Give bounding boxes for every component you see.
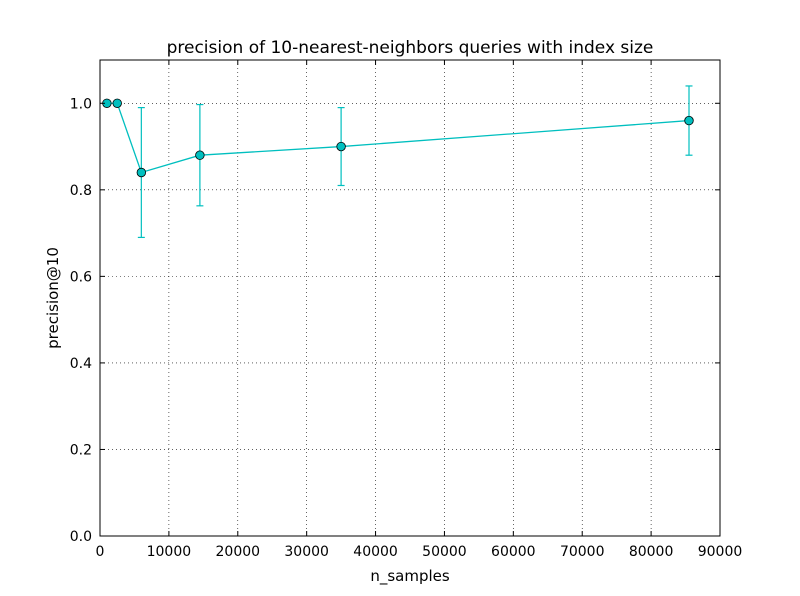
x-axis-label: n_samples xyxy=(370,567,450,586)
chart-title: precision of 10-nearest-neighbors querie… xyxy=(167,38,654,58)
grid xyxy=(100,60,720,536)
x-tick-label: 60000 xyxy=(491,544,536,560)
y-tick-label: 0.6 xyxy=(70,269,92,285)
y-tick-label: 0.0 xyxy=(70,529,92,545)
x-tick-label: 30000 xyxy=(284,544,329,560)
y-tick-label: 0.8 xyxy=(70,183,92,199)
y-tick-label: 1.0 xyxy=(70,96,92,112)
ticks: 0 10000 20000 30000 40000 50000 60000 70000 8000… xyxy=(70,60,743,560)
data-point xyxy=(336,141,346,152)
x-tick-label: 70000 xyxy=(560,544,605,560)
y-tick-label: 0.2 xyxy=(70,442,92,458)
y-tick-label: 0.4 xyxy=(70,356,92,372)
y-axis-label: precision@10 xyxy=(44,247,62,349)
x-tick-label: 40000 xyxy=(353,544,398,560)
data-point xyxy=(684,115,694,126)
data-point xyxy=(195,150,205,160)
x-tick-label: 50000 xyxy=(422,544,467,560)
plot-frame xyxy=(99,59,721,537)
x-tick-label: 80000 xyxy=(629,544,674,560)
x-tick-label: 10000 xyxy=(147,544,192,560)
data-point xyxy=(112,98,122,108)
data-point xyxy=(136,167,147,178)
x-tick-label: 90000 xyxy=(698,544,743,560)
x-tick-label: 20000 xyxy=(216,544,261,560)
series-line xyxy=(106,102,690,174)
x-tick-label: 0 xyxy=(96,544,105,560)
series-layer xyxy=(102,85,694,239)
